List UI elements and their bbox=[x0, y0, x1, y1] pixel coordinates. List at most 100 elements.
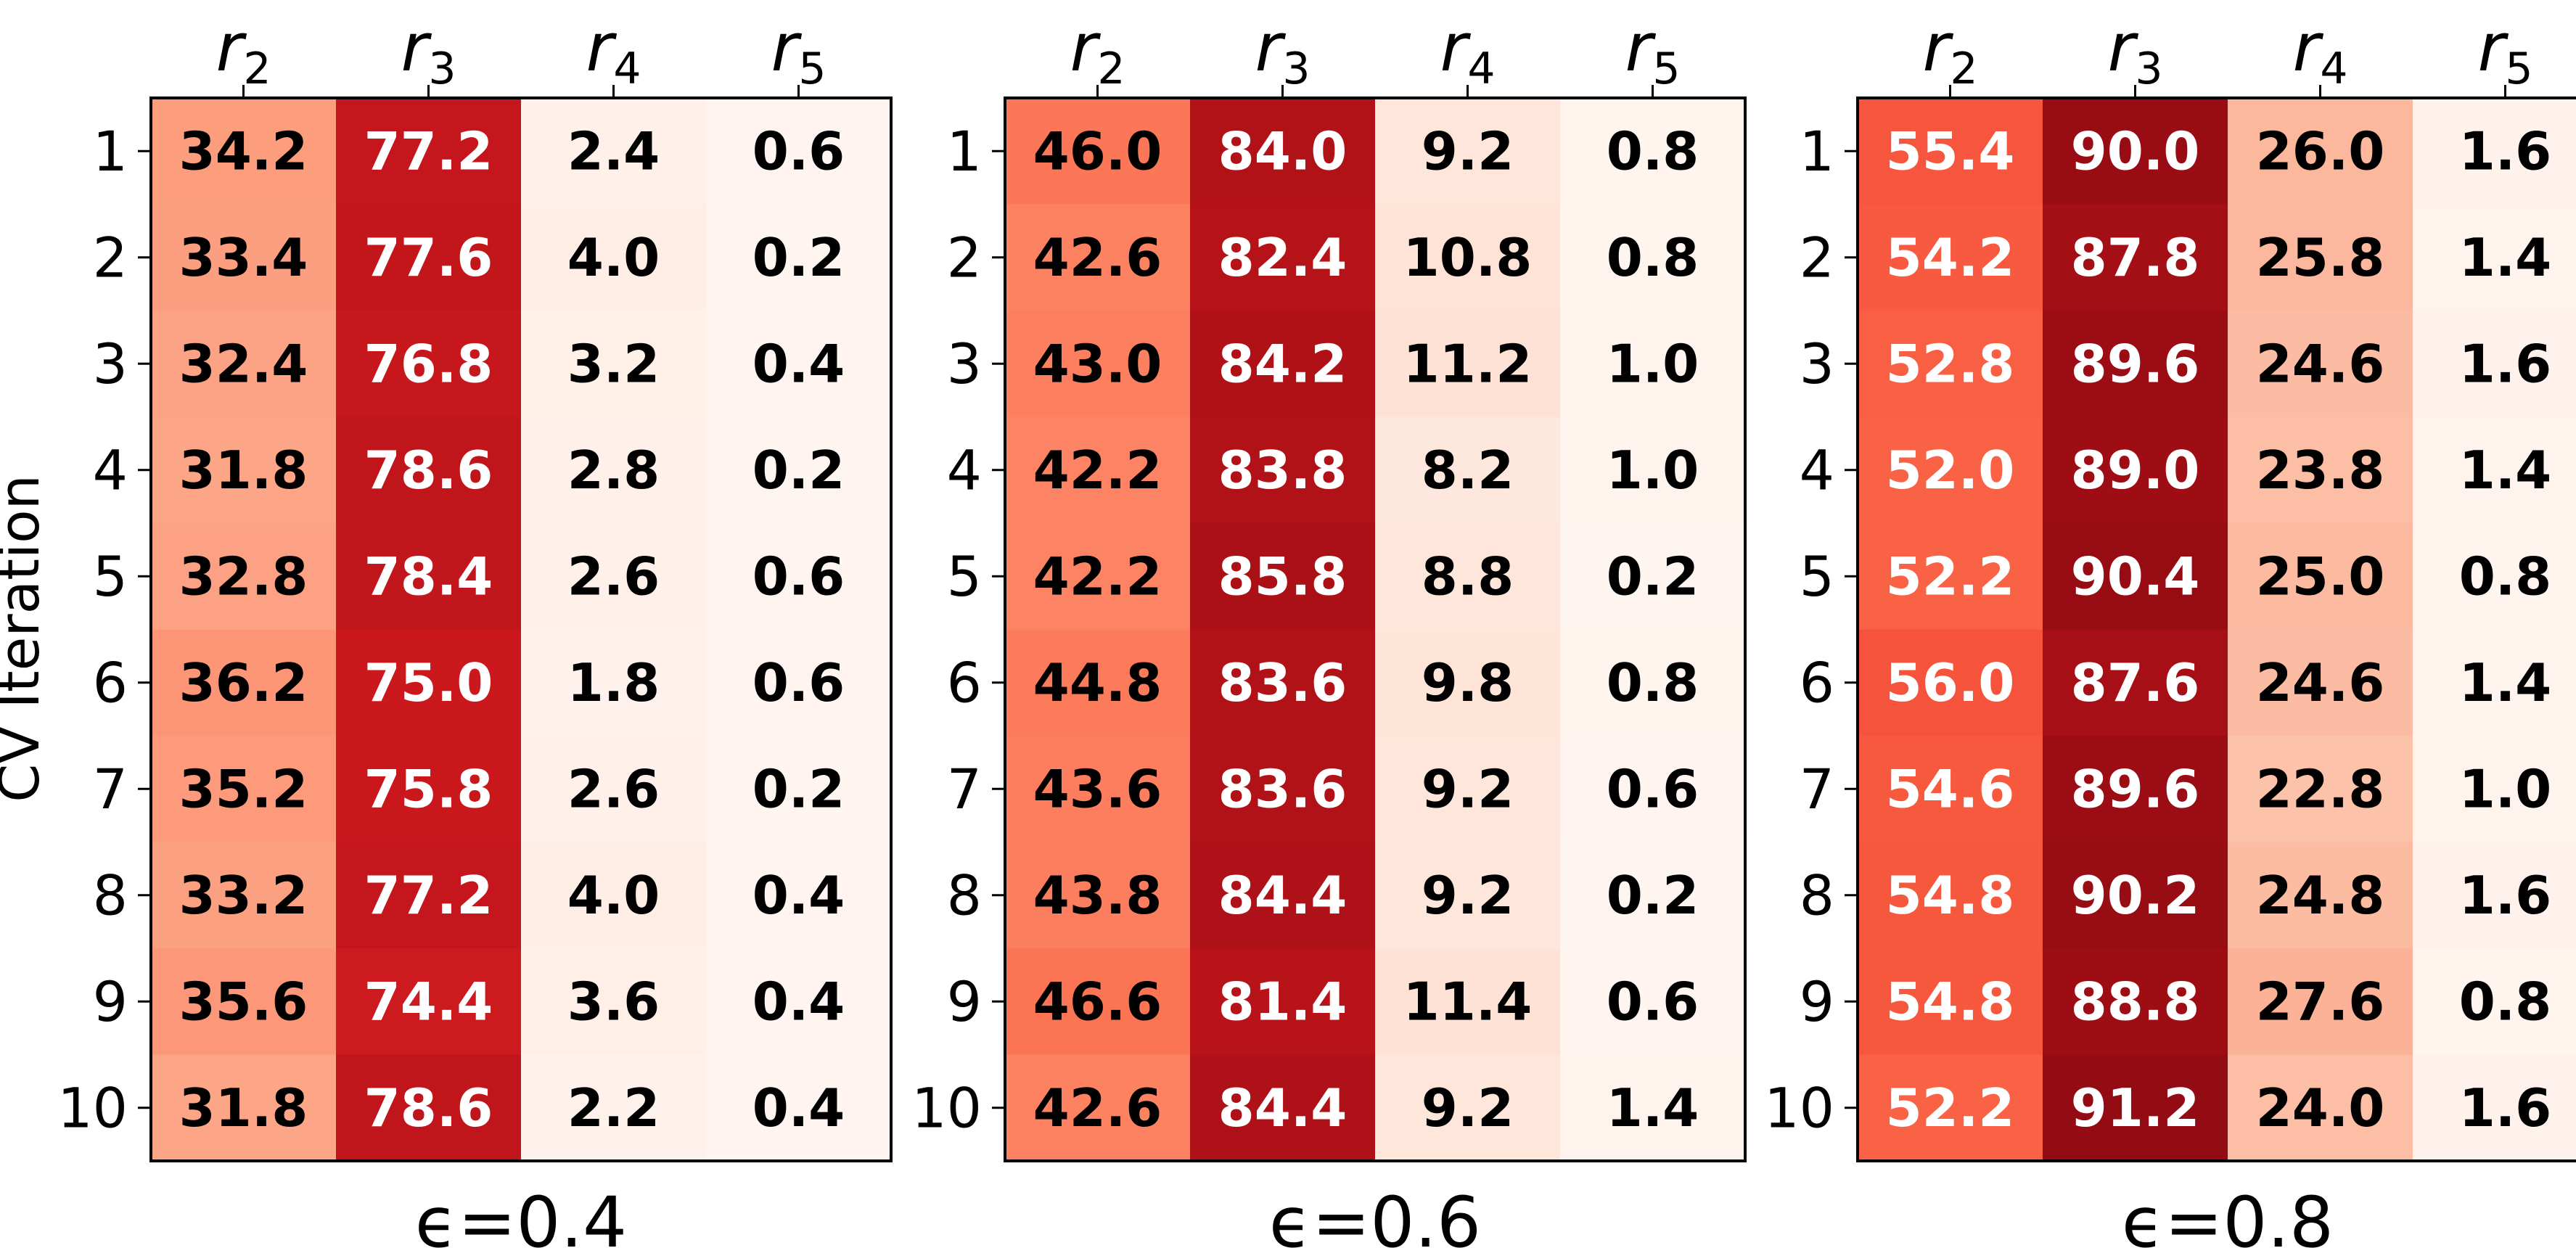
heatmap-cell bbox=[2043, 98, 2228, 205]
row-tick-label: 6 bbox=[1800, 650, 1834, 715]
column-tick-label: r5 bbox=[2477, 9, 2532, 94]
heatmap-cell bbox=[336, 98, 522, 205]
heatmap-cell bbox=[336, 842, 522, 949]
cell-value-label: 52.2 bbox=[1886, 1077, 2015, 1138]
cell-value-label: 0.2 bbox=[752, 227, 845, 288]
cell-value-label: 77.2 bbox=[364, 865, 493, 926]
cell-value-label: 52.2 bbox=[1886, 546, 2015, 607]
cell-value-label: 75.0 bbox=[364, 652, 493, 713]
heatmap-cell bbox=[1005, 204, 1191, 311]
cell-value-label: 78.6 bbox=[364, 440, 493, 501]
heatmap-cell bbox=[1375, 1054, 1561, 1162]
cell-value-label: 9.2 bbox=[1422, 758, 1514, 819]
cell-value-label: 1.0 bbox=[1607, 440, 1699, 501]
cell-value-label: 8.2 bbox=[1422, 440, 1514, 501]
cell-value-label: 1.0 bbox=[2459, 758, 2552, 819]
column-tick-label: r3 bbox=[401, 9, 456, 94]
heatmap-panel-1: 34.2 77.2 2.4 0.6 33.4 77.6 4.0 0.2 32.4 76.8 3.2 0… bbox=[57, 9, 893, 1248]
row-tick-label: 3 bbox=[1800, 332, 1834, 396]
cell-value-label: 8.8 bbox=[1422, 546, 1514, 607]
heatmap-cell bbox=[2228, 736, 2413, 842]
heatmap-cell bbox=[706, 1054, 892, 1162]
cell-value-label: 56.0 bbox=[1886, 652, 2015, 713]
cell-value-label: 43.6 bbox=[1033, 758, 1162, 819]
cell-value-label: 32.8 bbox=[179, 546, 308, 607]
heatmap-cell bbox=[2413, 1054, 2576, 1162]
cell-value-label: 0.6 bbox=[1607, 758, 1699, 819]
heatmap-cell bbox=[2413, 948, 2576, 1055]
panel-frame bbox=[1856, 97, 2576, 1162]
heatmap-cell bbox=[1005, 1054, 1191, 1162]
cell-value-label: 90.2 bbox=[2071, 865, 2200, 926]
cell-value-label: 32.4 bbox=[179, 333, 308, 394]
cell-value-label: 0.2 bbox=[1607, 546, 1699, 607]
cell-value-label: 36.2 bbox=[179, 652, 308, 713]
heatmap-cell bbox=[1190, 948, 1376, 1055]
cell-value-label: 83.6 bbox=[1218, 758, 1348, 819]
heatmap-cell bbox=[706, 736, 892, 842]
cell-value-label: 1.6 bbox=[2459, 333, 2552, 394]
heatmap-cell bbox=[706, 629, 892, 736]
heatmap-cell bbox=[151, 1054, 337, 1162]
heatmap-cell bbox=[1005, 736, 1191, 842]
cell-value-label: 1.4 bbox=[2459, 440, 2552, 501]
cell-value-label: 46.0 bbox=[1033, 120, 1162, 181]
row-tick-label: 7 bbox=[1800, 757, 1834, 821]
cell-value-label: 89.6 bbox=[2071, 758, 2200, 819]
column-tick-label: r3 bbox=[1255, 9, 1310, 94]
heatmap-cell bbox=[336, 311, 522, 417]
column-tick-label: r4 bbox=[2292, 9, 2347, 94]
heatmap-cell bbox=[1375, 416, 1561, 524]
heatmap-cell bbox=[1375, 629, 1561, 736]
panel-label: ϵ=0.6 bbox=[1269, 1182, 1481, 1248]
heatmap-cell bbox=[1190, 1054, 1376, 1162]
column-tick-label: r5 bbox=[1625, 9, 1680, 94]
cell-value-label: 1.6 bbox=[2459, 1077, 2552, 1138]
heatmap-cell bbox=[2228, 629, 2413, 736]
cell-value-label: 3.2 bbox=[567, 333, 660, 394]
row-tick-label: 1 bbox=[1800, 119, 1834, 184]
cell-value-label: 42.2 bbox=[1033, 440, 1162, 501]
panel-label: ϵ=0.8 bbox=[2122, 1182, 2334, 1248]
cell-value-label: 42.6 bbox=[1033, 1077, 1162, 1138]
cell-value-label: 83.8 bbox=[1218, 440, 1348, 501]
cell-value-label: 3.6 bbox=[567, 971, 660, 1032]
heatmap-cell bbox=[151, 948, 337, 1055]
y-axis-label: CV Iteration bbox=[0, 475, 52, 802]
cell-value-label: 4.0 bbox=[567, 227, 660, 288]
heatmap-cell bbox=[521, 736, 707, 842]
cell-value-label: 42.6 bbox=[1033, 227, 1162, 288]
column-tick-label: r4 bbox=[1440, 9, 1495, 94]
cell-value-label: 78.4 bbox=[364, 546, 493, 607]
heatmap-cell bbox=[521, 416, 707, 524]
heatmap-cell bbox=[1560, 416, 1746, 524]
cell-value-label: 10.8 bbox=[1403, 227, 1533, 288]
heatmap-cell bbox=[521, 98, 707, 205]
heatmap-cell bbox=[1190, 523, 1376, 630]
heatmap-cell bbox=[1560, 311, 1746, 417]
heatmap-cell bbox=[1190, 842, 1376, 949]
cell-value-label: 88.8 bbox=[2071, 971, 2200, 1032]
cell-value-label: 0.6 bbox=[1607, 971, 1699, 1032]
heatmap-cell bbox=[1560, 842, 1746, 949]
cell-value-label: 87.8 bbox=[2071, 227, 2200, 288]
heatmap-cell bbox=[336, 523, 522, 630]
cell-value-label: 33.4 bbox=[179, 227, 308, 288]
cell-value-label: 0.4 bbox=[752, 971, 845, 1032]
column-tick-label: r4 bbox=[586, 9, 641, 94]
heatmap-cell bbox=[1560, 523, 1746, 630]
heatmap-cell bbox=[336, 204, 522, 311]
heatmap-cell bbox=[1560, 98, 1746, 205]
heatmap-cell bbox=[2043, 416, 2228, 524]
cell-value-label: 75.8 bbox=[364, 758, 493, 819]
cell-value-label: 24.6 bbox=[2256, 652, 2385, 713]
cell-value-label: 22.8 bbox=[2256, 758, 2385, 819]
row-tick-label: 3 bbox=[93, 332, 128, 396]
heatmap-cell bbox=[1858, 98, 2043, 205]
heatmap-cell bbox=[2043, 948, 2228, 1055]
cell-value-label: 9.2 bbox=[1422, 120, 1514, 181]
heatmap-cell bbox=[2413, 416, 2576, 524]
heatmap-cell bbox=[2413, 311, 2576, 417]
row-tick-label: 10 bbox=[911, 1075, 982, 1140]
heatmap-panel-2: 46.0 84.0 9.2 0.842.6 82.4 10.8 0.843.0 84.2 11.… bbox=[911, 9, 1747, 1248]
